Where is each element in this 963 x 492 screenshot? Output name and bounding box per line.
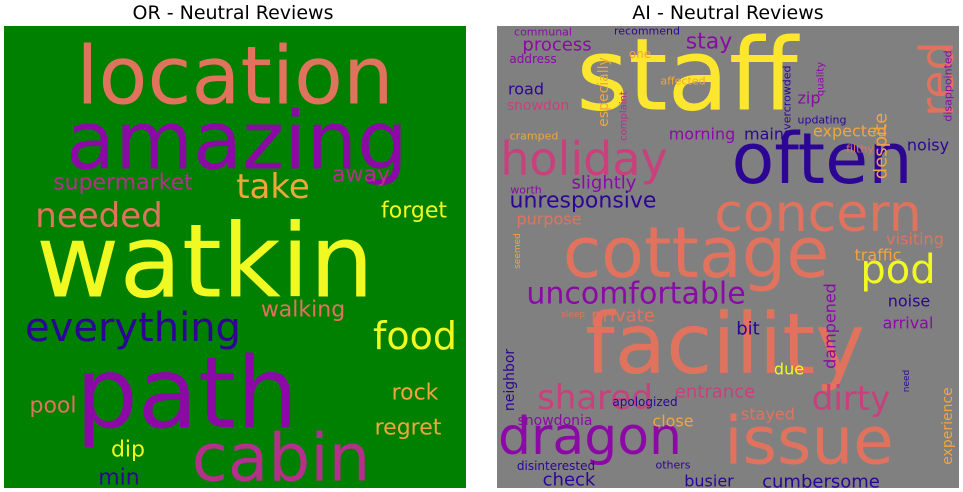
word-snowdon: snowdon (507, 98, 570, 114)
word-overcrowded: overcrowded (781, 65, 794, 136)
word-food: food (373, 314, 457, 358)
word-sleep: sleep (561, 310, 585, 320)
word-noisy: noisy (907, 136, 949, 155)
word-quality: quality (816, 62, 827, 96)
word-purpose: purpose (517, 210, 582, 229)
word-little: little (632, 343, 654, 354)
word-watkin: watkin (36, 203, 374, 322)
word-neighbor: neighbor (502, 349, 518, 412)
word-recommend: recommend (614, 26, 680, 38)
word-experience: experience (940, 387, 956, 465)
word-arrival: arrival (883, 314, 934, 333)
word-supermarket: supermarket (53, 171, 193, 196)
word-bit: bit (736, 319, 759, 340)
word-forget: forget (381, 199, 447, 224)
word-road: road (508, 80, 544, 99)
word-uncomfortable: uncomfortable (526, 277, 745, 312)
word-cumbersome: cumbersome (762, 472, 880, 489)
word-despite: despite (871, 113, 892, 179)
word-stayed: stayed (741, 405, 795, 424)
word-cabin: cabin (192, 420, 371, 489)
word-address: address (509, 52, 556, 66)
word-process: process (522, 35, 591, 56)
word-snowdonia: snowdonia (518, 413, 593, 429)
word-take: take (236, 167, 310, 207)
word-rock: rock (392, 381, 439, 406)
word-communal: communal (514, 26, 572, 39)
word-apologized: apologized (612, 395, 677, 409)
word-amazing: amazing (66, 95, 408, 188)
word-pod: pod (860, 247, 935, 293)
word-min: min (98, 466, 140, 489)
wordcloud-background (4, 26, 466, 488)
word-private: private (591, 306, 655, 327)
word-staff: staff (576, 26, 800, 134)
word-seemed: seemed (513, 233, 523, 269)
word-pool: pool (30, 394, 77, 419)
word-dirty: dirty (812, 379, 890, 419)
word-entrance: entrance (675, 382, 755, 403)
word-disinterested: disinterested (517, 459, 595, 473)
word-due: due (774, 360, 804, 379)
word-dragon: dragon (498, 407, 682, 467)
word-facility: facility (585, 295, 865, 393)
word-expected: expected (813, 122, 887, 141)
word-dampened: dampened (821, 283, 840, 369)
word-need: need (902, 370, 912, 393)
word-traffic: traffic (855, 246, 902, 265)
right-wordcloud: staff often red holiday concern cottage pod fac… (497, 26, 959, 488)
word-path: path (76, 337, 299, 451)
word-needed: needed (35, 196, 162, 236)
word-issue: issue (724, 403, 894, 480)
word-red: red (910, 41, 959, 116)
word-busier: busier (684, 472, 734, 489)
word-slightly: slightly (572, 173, 637, 194)
word-morning: morning (669, 125, 736, 144)
word-location: location (76, 30, 393, 123)
word-cramped: cramped (510, 130, 559, 143)
word-especially: especially (596, 57, 612, 127)
word-everything: everything (25, 305, 241, 351)
word-filthy: filthy (846, 143, 874, 156)
word-updating: updating (797, 114, 846, 127)
word-away: away (332, 163, 390, 188)
word-one: one (629, 47, 651, 61)
word-complaint: complaint (619, 91, 630, 141)
word-close: close (652, 412, 693, 431)
word-check: check (543, 470, 596, 489)
left-chart-title: OR - Neutral Reviews (132, 2, 334, 24)
word-holiday: holiday (500, 132, 667, 186)
word-zip: zip (798, 89, 821, 108)
left-wordcloud: location amazing watkin path cabin everything… (4, 26, 466, 488)
word-affected: affected (660, 75, 705, 88)
word-concern: concern (714, 184, 921, 244)
word-main: main (744, 125, 784, 144)
right-chart-title: AI - Neutral Reviews (632, 2, 824, 24)
word-worth: worth (510, 184, 542, 197)
word-dip: dip (111, 438, 145, 463)
word-shared: shared (537, 378, 653, 418)
word-others: others (655, 459, 690, 472)
word-visiting: visiting (886, 230, 944, 249)
word-walking: walking (261, 298, 345, 323)
wordcloud-background (497, 26, 959, 488)
word-regret: regret (375, 416, 442, 441)
word-often: often (731, 118, 912, 200)
word-stay: stay (686, 30, 733, 55)
word-noise: noise (888, 292, 931, 311)
word-disappointed: disappointed (942, 50, 955, 121)
word-cottage: cottage (563, 212, 830, 294)
word-unresponsive: unresponsive (510, 189, 657, 214)
